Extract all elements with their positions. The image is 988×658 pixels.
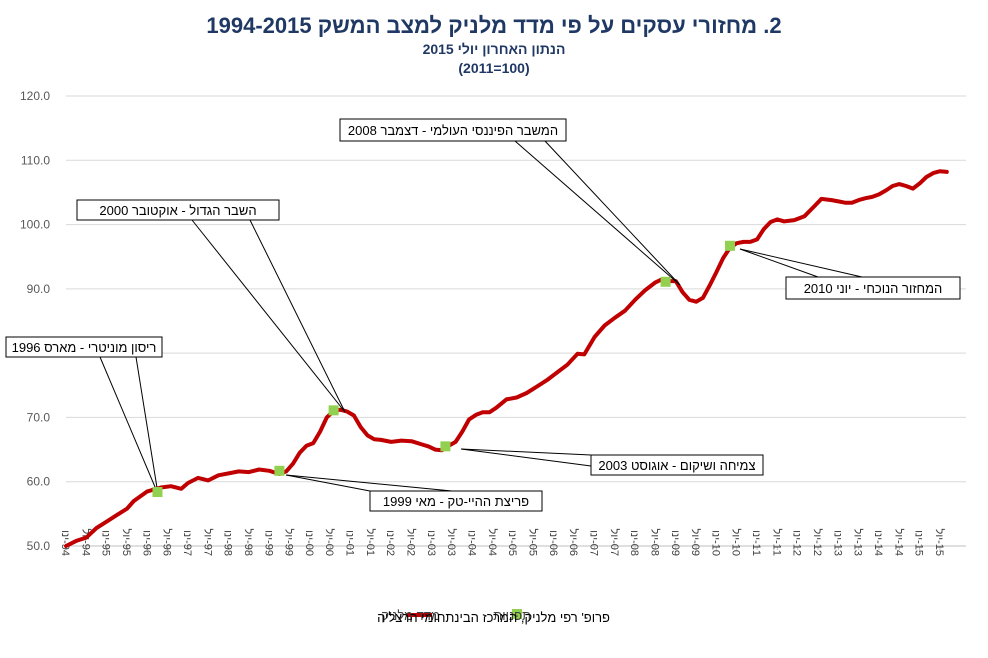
callout-label: פריצת ההיי-טק - מאי 1999 — [383, 494, 529, 509]
x-tick-label: 98-יול — [242, 529, 255, 556]
x-tick-label: 15-יול — [933, 529, 946, 556]
y-tick-label: 110.0 — [21, 153, 50, 167]
chart-title: 2. מחזורי עסקים על פי מדד מלניק למצב המש… — [206, 13, 781, 38]
y-tick-label: 120.0 — [20, 89, 50, 103]
callout-leader-line — [285, 474, 453, 492]
x-tick-label: 06-ינו — [547, 530, 559, 556]
x-tick-label: 01-יול — [364, 529, 377, 556]
callout-leader-line — [135, 356, 159, 495]
turning-point-marker — [328, 405, 339, 416]
x-tick-label: 94-ינו — [59, 530, 71, 556]
x-tick-label: 05-יול — [526, 529, 539, 556]
turning-point-marker — [152, 487, 163, 497]
x-tick-label: 10-ינו — [709, 530, 721, 556]
x-tick-label: 95-ינו — [100, 530, 112, 556]
x-tick-label: 98-ינו — [222, 530, 234, 556]
x-tick-label: 02-יול — [405, 529, 418, 556]
x-tick-label: 96-יול — [161, 529, 174, 556]
x-tick-label: 99-ינו — [262, 530, 274, 556]
x-tick-label: 11-ינו — [750, 530, 762, 556]
turning-point-marker — [660, 276, 671, 287]
x-tick-label: 05-ינו — [506, 530, 518, 556]
x-tick-label: 97-יול — [201, 529, 214, 556]
chart-subtitle-base: (100=2011) — [458, 60, 529, 76]
x-tick-label: 13-ינו — [831, 530, 843, 556]
callout-leader-line — [739, 248, 863, 278]
turning-point-marker — [724, 240, 735, 251]
x-tick-label: 97-ינו — [181, 530, 193, 556]
x-tick-label: 04-ינו — [466, 530, 478, 556]
callout-leader-line — [460, 448, 592, 456]
callout-box — [339, 118, 567, 142]
x-tick-label: 02-ינו — [384, 530, 396, 556]
legend-marker-swatch — [512, 609, 522, 619]
turning-point-marker — [274, 465, 285, 476]
x-tick-label: 01-ינו — [344, 530, 356, 556]
legend-line-label: מדד מלניק — [381, 608, 440, 623]
callout-leader-line — [285, 474, 371, 492]
callout-leader-line — [460, 448, 592, 467]
callout-leader-line — [99, 356, 159, 495]
x-tick-label: 09-ינו — [669, 530, 681, 556]
callout-leader-line — [739, 248, 819, 278]
x-tick-label: 08-ינו — [628, 530, 640, 556]
callout-label: השבר הגדול - אוקטובר 2000 — [99, 203, 256, 218]
turning-point-marker — [440, 441, 451, 452]
series-line-melnick-index — [64, 169, 949, 548]
x-tick-label: 14-יול — [892, 529, 905, 556]
x-tick-label: 96-ינו — [140, 530, 152, 556]
x-tick-label: 15-ינו — [913, 530, 925, 556]
y-tick-label: 90.0 — [27, 282, 51, 296]
x-tick-label: 06-יול — [567, 529, 580, 556]
x-tick-label: 07-ינו — [587, 530, 599, 556]
callout-box — [369, 490, 543, 512]
callout-label: המשבר הפיננסי העולמי - דצמבר 2008 — [348, 123, 558, 138]
callout-leader-line — [514, 140, 681, 286]
x-tick-label: 04-יול — [486, 529, 499, 556]
callout-label: ריסון מוניטרי - מארס 1996 — [12, 340, 157, 355]
callout-box — [590, 454, 764, 476]
y-tick-label: 60.0 — [27, 475, 51, 489]
callout-box — [785, 276, 961, 300]
y-tick-label: 50.0 — [27, 539, 51, 553]
callout-label: המחזור הנוכחי - יוני 2010 — [804, 281, 943, 296]
callout-box — [76, 199, 280, 221]
x-tick-label: 03-יול — [445, 529, 458, 556]
x-tick-label: 03-ינו — [425, 530, 437, 556]
y-tick-label: 70.0 — [27, 410, 51, 424]
source-note: פרופ' רפי מלניק, המרכז הבינתחומי הרצליה — [377, 610, 610, 625]
x-tick-label: 99-יול — [283, 529, 296, 556]
callout-leader-line — [544, 140, 681, 286]
x-tick-label: 12-יול — [811, 529, 824, 556]
x-tick-label: 11-יול — [770, 529, 783, 556]
x-tick-label: 12-ינו — [791, 530, 803, 556]
x-tick-label: 00-ינו — [303, 530, 315, 556]
callout-box — [5, 336, 163, 358]
x-tick-label: 13-יול — [852, 529, 865, 556]
x-tick-label: 14-ינו — [872, 530, 884, 556]
chart-subtitle: הנתון האחרון יולי 2015 — [423, 41, 566, 57]
callout-leader-line — [191, 219, 346, 413]
callout-label: צמיחה ושיקום - אוגוסט 2003 — [598, 458, 755, 473]
callout-leader-line — [249, 219, 346, 413]
x-tick-label: 10-יול — [730, 529, 743, 556]
x-tick-label: 08-יול — [648, 529, 661, 556]
y-tick-label: 100.0 — [20, 218, 50, 232]
x-tick-label: 00-יול — [323, 529, 336, 556]
x-tick-label: 09-יול — [689, 529, 702, 556]
x-tick-label: 95-יול — [120, 529, 133, 556]
legend-marker-label: תפניות — [493, 608, 531, 623]
x-tick-label: 07-יול — [608, 529, 621, 556]
